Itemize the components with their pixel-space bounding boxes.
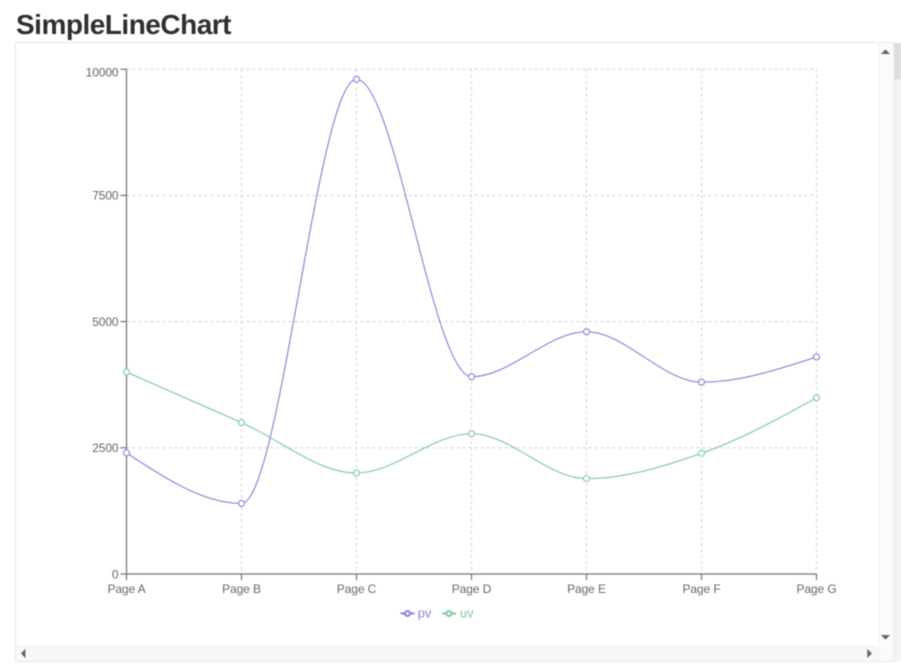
svg-text:uv: uv bbox=[460, 605, 474, 620]
svg-text:Page E: Page E bbox=[567, 582, 606, 596]
svg-text:Page G: Page G bbox=[796, 582, 836, 596]
svg-text:pv: pv bbox=[418, 605, 432, 620]
svg-text:2500: 2500 bbox=[92, 441, 119, 455]
svg-text:Page B: Page B bbox=[222, 582, 261, 596]
svg-text:0: 0 bbox=[112, 567, 119, 581]
svg-text:10000: 10000 bbox=[86, 66, 119, 80]
svg-text:Page D: Page D bbox=[452, 582, 492, 596]
svg-text:Page F: Page F bbox=[682, 582, 720, 596]
svg-text:Page A: Page A bbox=[107, 582, 145, 596]
svg-text:Page C: Page C bbox=[337, 582, 377, 596]
svg-text:7500: 7500 bbox=[92, 189, 119, 203]
svg-text:5000: 5000 bbox=[92, 315, 119, 329]
